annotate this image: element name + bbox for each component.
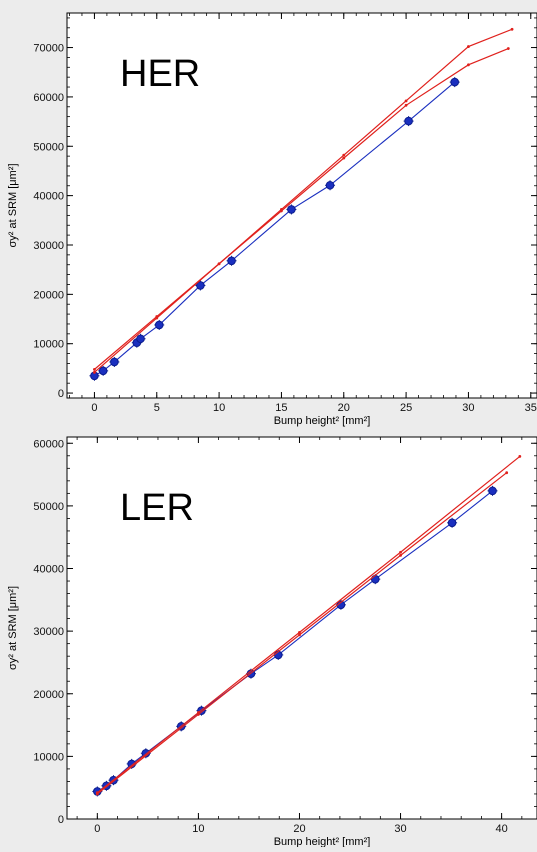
data-point xyxy=(450,77,460,87)
y-tick-label: 40000 xyxy=(33,191,64,203)
x-tick-label: 0 xyxy=(94,823,100,835)
data-point xyxy=(280,209,283,213)
data-point xyxy=(467,63,470,67)
y-tick-label: 30000 xyxy=(33,240,64,252)
x-tick-label: 15 xyxy=(275,402,287,414)
data-point xyxy=(298,630,301,634)
y-tick-label: 20000 xyxy=(33,289,64,301)
data-point xyxy=(404,116,413,126)
data-point xyxy=(342,153,346,157)
data-point xyxy=(404,103,408,107)
data-point xyxy=(110,357,119,367)
data-point xyxy=(217,262,221,266)
series-2 xyxy=(95,471,509,796)
data-point xyxy=(298,633,301,637)
data-point xyxy=(506,47,510,50)
data-point xyxy=(155,315,159,318)
data-point xyxy=(510,27,514,31)
data-point xyxy=(196,281,205,290)
data-point xyxy=(287,205,296,214)
data-point xyxy=(404,99,408,103)
panel-label: HER xyxy=(120,53,200,95)
data-point xyxy=(93,370,96,374)
y-tick-label: 60000 xyxy=(33,438,64,450)
y-tick-label: 10000 xyxy=(33,751,64,763)
data-point xyxy=(98,366,108,376)
series-line xyxy=(94,28,513,373)
data-point xyxy=(93,367,96,371)
data-point xyxy=(447,518,457,528)
data-point xyxy=(399,553,402,557)
x-axis-title: Bump height² [mm²] xyxy=(274,836,371,847)
data-point xyxy=(227,256,236,266)
data-point xyxy=(370,574,380,584)
series-line xyxy=(94,47,509,370)
x-tick-label: 35 xyxy=(525,402,537,414)
data-point xyxy=(136,334,145,344)
y-tick-label: 50000 xyxy=(33,141,64,153)
data-point xyxy=(342,156,346,160)
x-tick-label: 20 xyxy=(293,823,305,835)
data-point xyxy=(325,180,335,190)
data-point xyxy=(196,713,200,716)
x-tick-label: 10 xyxy=(213,402,225,414)
data-point xyxy=(488,486,497,496)
data-point xyxy=(518,455,522,458)
y-axis-title: σy² at SRM [μm²] xyxy=(7,163,19,247)
x-tick-label: 0 xyxy=(91,402,97,414)
chart-panel-her: 0 5 10 15 20 25 30 35 0 10000 20000 30000 40000 50000… xyxy=(7,12,537,427)
data-point xyxy=(467,45,470,48)
y-tick-label: 30000 xyxy=(33,626,64,638)
y-tick-label: 40000 xyxy=(33,564,64,576)
x-tick-label: 30 xyxy=(394,823,406,835)
plot-frame xyxy=(66,12,537,399)
y-axis-title: σy² at SRM [μm²] xyxy=(7,586,19,670)
x-tick-label: 25 xyxy=(400,402,412,414)
y-tick-label: 50000 xyxy=(33,501,64,513)
panel-label: LER xyxy=(120,487,194,529)
series-2 xyxy=(93,47,510,371)
data-point xyxy=(95,792,99,796)
x-tick-label: 20 xyxy=(338,402,350,414)
x-tick-label: 40 xyxy=(495,823,507,835)
data-point xyxy=(399,550,402,554)
series-0 xyxy=(89,77,460,381)
y-tick-label: 10000 xyxy=(33,339,64,351)
data-point xyxy=(154,320,164,330)
y-tick-label: 0 xyxy=(58,814,64,826)
data-point xyxy=(505,471,509,475)
x-tick-label: 30 xyxy=(462,402,474,414)
x-axis-title: Bump height² [mm²] xyxy=(274,415,371,427)
y-tick-label: 60000 xyxy=(33,92,64,104)
chart-panel-ler: 0 10 20 30 40 0 10000 20000 30000 40000 50000 60000… xyxy=(7,436,537,848)
x-tick-label: 5 xyxy=(154,402,160,414)
y-tick-label: 20000 xyxy=(33,689,64,701)
y-tick-label: 70000 xyxy=(33,43,64,55)
y-tick-label: 0 xyxy=(58,388,64,400)
x-tick-label: 10 xyxy=(192,823,204,835)
